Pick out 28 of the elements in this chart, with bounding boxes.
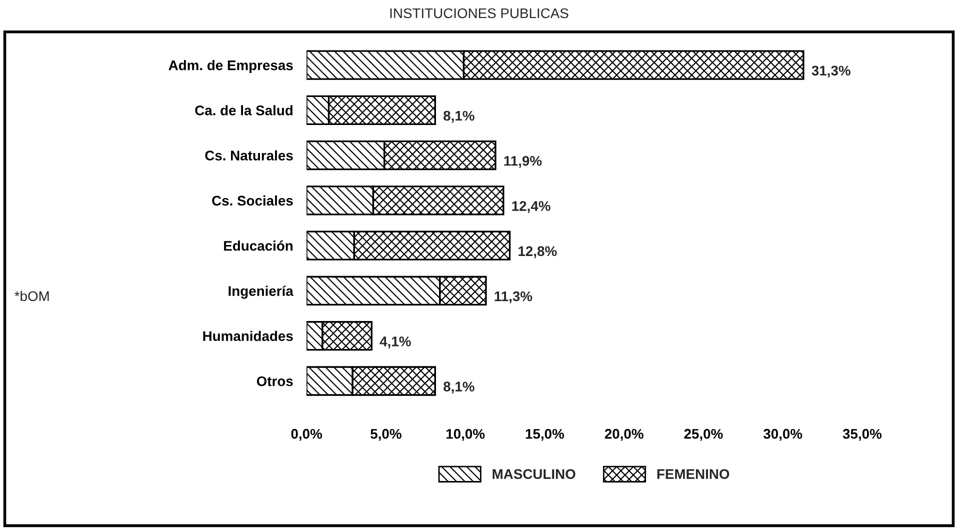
total-label: 12,8% <box>518 246 557 258</box>
x-tick-label: 35,0% <box>842 428 882 441</box>
legend-label: MASCULINO <box>492 469 576 479</box>
x-tick-label: 20,0% <box>604 428 644 441</box>
total-label: 11,9% <box>504 156 542 168</box>
chart-title: INSTITUCIONES PUBLICAS <box>390 8 568 18</box>
x-tick-label: 0,0% <box>291 428 322 441</box>
text: *bOM <box>14 290 49 302</box>
y-tick-label: Cs. Sociales <box>212 195 293 206</box>
y-tick-label: Ca. de la Salud <box>195 105 292 116</box>
y-tick-label: Otros <box>256 376 293 386</box>
y-tick-label: Cs. Naturales <box>205 150 293 160</box>
legend-label: FEMENINO <box>657 469 730 479</box>
x-tick-label: 5,0% <box>370 428 402 441</box>
y-tick-label: Ingeniería <box>228 286 294 299</box>
total-label: 8,1% <box>444 110 474 123</box>
total-label: 31,3% <box>812 66 850 78</box>
total-label: 4,1% <box>380 336 411 348</box>
total-label: 8,1% <box>444 382 474 394</box>
y-tick-label: Adm. de Empresas <box>168 60 293 73</box>
total-label: 12,4% <box>512 201 550 213</box>
y-tick-label: Humanidades <box>203 330 293 342</box>
x-tick-label: 15,0% <box>526 428 564 441</box>
x-tick-label: 10,0% <box>446 428 485 441</box>
x-tick-label: 30,0% <box>763 428 802 441</box>
total-label: 11,3% <box>494 291 532 304</box>
x-tick-label: 25,0% <box>684 428 723 441</box>
y-tick-label: Educación <box>224 240 293 251</box>
